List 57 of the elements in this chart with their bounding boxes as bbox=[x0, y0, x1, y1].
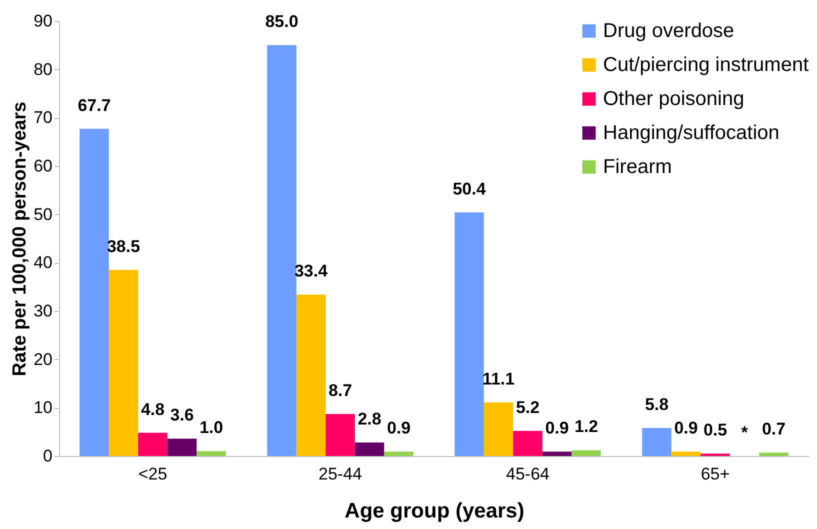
legend-label: Other poisoning bbox=[603, 88, 744, 110]
data-label: 1.0 bbox=[199, 418, 224, 438]
y-tick-label: 10 bbox=[34, 398, 52, 418]
data-label: 85.0 bbox=[265, 12, 298, 32]
bar bbox=[454, 212, 484, 456]
bar bbox=[296, 294, 326, 456]
y-tick-label: 70 bbox=[34, 108, 52, 128]
legend-label: Drug overdose bbox=[603, 20, 734, 42]
y-tick-label: 50 bbox=[34, 204, 52, 224]
data-label: 1.2 bbox=[574, 417, 598, 436]
data-label: 5.2 bbox=[516, 398, 540, 417]
y-tick-label: 40 bbox=[34, 253, 52, 272]
y-tick-label: 60 bbox=[34, 156, 52, 176]
y-tick-label: 80 bbox=[34, 60, 52, 79]
data-label: 50.4 bbox=[452, 179, 486, 198]
data-label: 0.5 bbox=[703, 420, 728, 440]
data-label: 5.8 bbox=[644, 394, 669, 414]
bar bbox=[354, 442, 384, 456]
bar bbox=[167, 438, 197, 456]
data-label: 67.7 bbox=[78, 96, 111, 115]
y-tick-label: 0 bbox=[43, 446, 52, 466]
bar bbox=[572, 450, 601, 456]
data-label: 3.6 bbox=[170, 406, 194, 425]
data-label: 0.7 bbox=[762, 420, 786, 439]
bar bbox=[108, 270, 138, 456]
legend-label: Firearm bbox=[603, 156, 672, 178]
data-label: 11.1 bbox=[482, 369, 515, 388]
bar bbox=[759, 452, 788, 456]
bar bbox=[384, 452, 414, 456]
x-tick-label: 45-64 bbox=[506, 464, 550, 484]
y-axis-title: Rate per 100,000 person-years bbox=[10, 102, 31, 376]
y-tick-label: 90 bbox=[34, 12, 52, 30]
x-tick-label: 25-44 bbox=[318, 464, 362, 484]
data-label: 2.8 bbox=[358, 409, 382, 428]
y-tick-label: 30 bbox=[34, 302, 52, 320]
x-tick-label: 65+ bbox=[700, 464, 730, 484]
data-label: 0.9 bbox=[386, 418, 411, 438]
bar bbox=[80, 128, 109, 456]
bar bbox=[267, 45, 296, 456]
x-tick-label: <25 bbox=[138, 464, 168, 484]
bar bbox=[513, 430, 542, 456]
bar bbox=[542, 452, 572, 456]
y-tick-label: 20 bbox=[34, 350, 52, 369]
bar bbox=[484, 402, 514, 456]
bar bbox=[671, 452, 701, 456]
data-label: 0.9 bbox=[545, 418, 569, 438]
text: * bbox=[741, 423, 748, 442]
bar bbox=[138, 432, 168, 456]
legend-label: Cut/piercing instrument bbox=[603, 54, 810, 76]
data-label: 8.7 bbox=[328, 380, 352, 400]
x-axis-title: Age group (years) bbox=[344, 500, 524, 522]
data-label: 4.8 bbox=[140, 400, 165, 419]
bar bbox=[196, 451, 226, 456]
legend-label: Hanging/suffocation bbox=[603, 122, 780, 144]
data-label: 0.9 bbox=[674, 418, 698, 438]
bar bbox=[642, 428, 672, 456]
bar bbox=[326, 414, 355, 456]
